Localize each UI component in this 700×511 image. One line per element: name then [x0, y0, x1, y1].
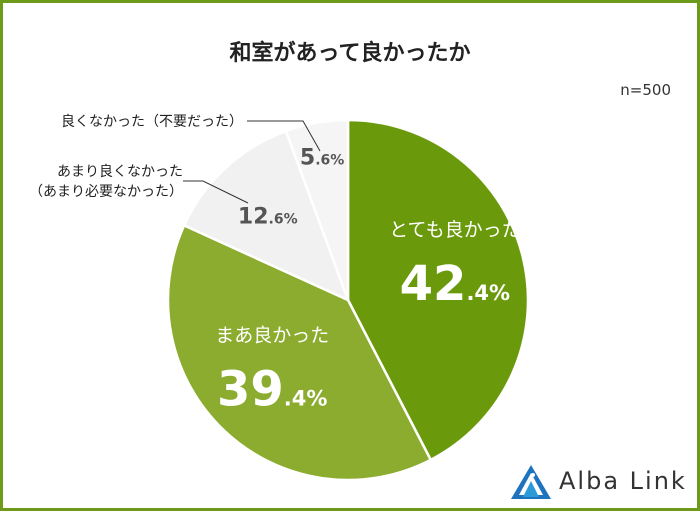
slice-label-0: とても良かった — [389, 219, 520, 241]
slice-label-1: まあ良かった — [215, 325, 329, 347]
chart-title: 和室があって良かったか — [229, 41, 471, 66]
leader-line-3 — [247, 120, 321, 152]
slice-value-1: 39.4% — [217, 362, 327, 418]
brand-logo: Alba Link — [509, 463, 689, 503]
slice-value-2: 12.6% — [238, 204, 298, 229]
slice-label-2-line-1: （あまり必要なかった） — [29, 184, 183, 200]
slice-label-2-line-0: あまり良くなかった — [57, 164, 183, 180]
pie-slice-2 — [182, 129, 351, 303]
slice-value-0: 42.4% — [400, 256, 510, 312]
slice-label-3-line-0: 良くなかった（不要だった） — [61, 114, 243, 130]
alba-link-logo-icon — [511, 465, 551, 499]
pie-slice-0 — [346, 118, 530, 462]
brand-name: Alba Link — [559, 467, 687, 495]
pie-chart: とても良かった 42.4% まあ良かった 39.4% 12.6% あまり良くなかった （あま… — [29, 114, 530, 482]
leader-line-2 — [183, 180, 249, 204]
sample-size: n=500 — [620, 81, 671, 99]
pie-slice-1 — [166, 223, 433, 482]
slice-value-3: 5.6% — [300, 145, 344, 170]
pie-slices — [166, 118, 530, 482]
pie-labels: とても良かった 42.4% まあ良かった 39.4% 12.6% あまり良くなかった （あま… — [29, 114, 521, 418]
pie-slice-3 — [284, 118, 350, 301]
